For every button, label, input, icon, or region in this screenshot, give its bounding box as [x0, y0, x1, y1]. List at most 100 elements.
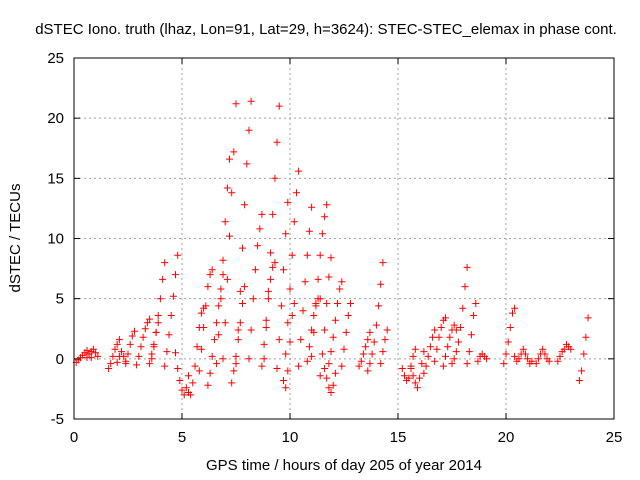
data-point [249, 295, 257, 303]
data-point [247, 97, 255, 105]
x-tick-label: 20 [498, 429, 515, 446]
data-point [437, 324, 445, 331]
data-point [206, 369, 214, 377]
data-point [105, 365, 113, 372]
data-point [431, 357, 439, 365]
data-point [357, 357, 365, 365]
data-point [534, 355, 542, 363]
data-point [290, 300, 298, 307]
data-point [124, 350, 132, 358]
data-point [241, 283, 249, 291]
data-point [429, 333, 437, 341]
data-point [342, 328, 350, 336]
data-point [251, 266, 259, 274]
data-point [366, 328, 374, 336]
data-point [502, 350, 510, 358]
data-point [519, 345, 527, 353]
data-point [431, 326, 439, 334]
data-point [245, 355, 253, 363]
data-point [359, 350, 367, 358]
data-point [202, 302, 210, 310]
data-point [452, 348, 460, 356]
data-point [135, 352, 143, 360]
data-point [567, 345, 575, 353]
data-point [411, 345, 419, 353]
data-point [156, 295, 164, 303]
data-point [303, 251, 311, 259]
data-point [375, 302, 383, 310]
data-point [344, 312, 352, 319]
data-point [247, 326, 255, 334]
data-point [318, 350, 326, 358]
data-point [226, 232, 233, 240]
data-point [213, 319, 221, 327]
data-point [204, 283, 212, 291]
data-point [143, 319, 151, 327]
data-point [422, 362, 430, 370]
data-point [424, 352, 432, 360]
data-point [206, 271, 214, 279]
data-point [457, 324, 465, 331]
data-point [107, 360, 115, 368]
data-point [470, 312, 478, 319]
data-point [327, 389, 335, 396]
data-point [167, 312, 175, 319]
data-point [280, 377, 287, 384]
data-point [290, 218, 298, 226]
data-point [141, 325, 149, 333]
data-point [515, 355, 523, 363]
data-point [323, 201, 331, 209]
data-point [472, 300, 480, 307]
data-point [219, 271, 227, 279]
data-point [241, 201, 249, 209]
data-point [321, 365, 329, 372]
data-point [355, 362, 363, 370]
data-point [327, 348, 335, 356]
data-point [215, 302, 223, 310]
data-point [189, 379, 197, 387]
data-point [442, 352, 449, 360]
data-point [316, 372, 324, 380]
data-point [532, 360, 540, 368]
data-point [329, 333, 337, 341]
data-point [282, 384, 290, 392]
data-point [146, 315, 154, 323]
data-point [372, 321, 380, 329]
data-point [258, 362, 266, 370]
data-point [323, 300, 331, 307]
data-point [450, 355, 458, 363]
data-point [347, 300, 354, 307]
data-point [150, 343, 158, 351]
data-point [327, 254, 335, 262]
data-point [161, 259, 169, 267]
data-point [217, 295, 225, 303]
data-point [262, 324, 270, 331]
data-point [94, 352, 102, 360]
data-point [232, 352, 240, 360]
data-point [506, 324, 514, 331]
data-point [521, 350, 529, 358]
data-point [545, 357, 553, 365]
data-point [362, 343, 370, 351]
data-point [273, 138, 281, 146]
data-point [223, 184, 231, 192]
data-point [152, 328, 160, 336]
data-point [528, 357, 536, 365]
data-point [366, 360, 374, 368]
data-point [370, 338, 378, 346]
data-point [282, 350, 290, 358]
data-point [243, 160, 251, 168]
data-point [463, 263, 471, 271]
data-point [83, 354, 91, 362]
data-point [120, 352, 128, 360]
data-point [139, 333, 147, 341]
data-point [269, 210, 277, 218]
data-point [172, 271, 179, 279]
data-point [133, 361, 141, 369]
data-point [467, 331, 475, 339]
data-point [284, 198, 292, 206]
data-point [323, 374, 331, 382]
data-point [219, 256, 227, 264]
data-point [118, 348, 125, 356]
data-point [174, 365, 182, 372]
